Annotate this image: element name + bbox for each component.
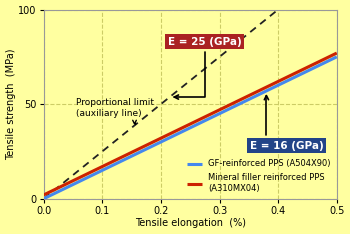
Y-axis label: Tensile strength  (MPa): Tensile strength (MPa) <box>6 48 15 160</box>
X-axis label: Tensile elongation  (%): Tensile elongation (%) <box>135 219 246 228</box>
Text: E = 25 (GPa): E = 25 (GPa) <box>168 37 242 99</box>
Legend: GF-reinforced PPS (A504X90), Mineral filler reinforced PPS
(A310MX04): GF-reinforced PPS (A504X90), Mineral fil… <box>185 158 332 194</box>
Text: Proportional limit
(auxiliary line): Proportional limit (auxiliary line) <box>76 98 154 124</box>
Text: E = 16 (GPa): E = 16 (GPa) <box>250 95 324 151</box>
